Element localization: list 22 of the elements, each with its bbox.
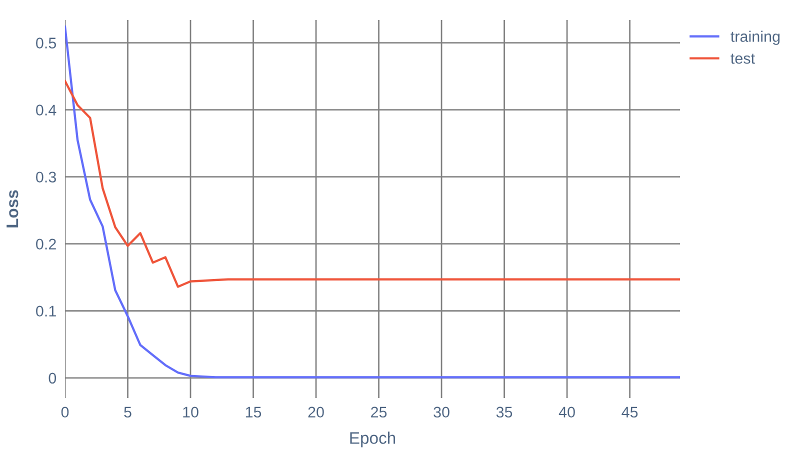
x-tick-label: 20 xyxy=(308,406,324,418)
x-tick-label: 0 xyxy=(61,406,69,418)
x-tick-label: 45 xyxy=(622,406,638,418)
legend-label: test xyxy=(730,54,755,64)
x-axis-title: Epoch xyxy=(350,432,396,448)
x-tick-label: 15 xyxy=(246,406,262,418)
y-tick-label: 0.4 xyxy=(36,104,56,116)
line-series xyxy=(65,26,680,378)
y-tick-label: 0.5 xyxy=(36,38,56,48)
x-tick-label: 30 xyxy=(434,406,450,418)
y-axis-title: Loss xyxy=(6,190,18,228)
y-tick-label: 0.1 xyxy=(36,306,56,317)
x-tick-label: 40 xyxy=(558,406,575,418)
legend-label: training xyxy=(730,30,780,45)
x-tick-label: 35 xyxy=(496,406,512,418)
x-tick-label: 5 xyxy=(124,406,132,418)
y-tick-label: 0.2 xyxy=(36,238,56,250)
line-series xyxy=(65,80,680,288)
y-tick-label: 0 xyxy=(48,372,56,384)
x-tick-label: 10 xyxy=(183,406,198,418)
y-tick-label: 0.3 xyxy=(36,172,56,183)
x-tick-label: 25 xyxy=(371,406,387,418)
